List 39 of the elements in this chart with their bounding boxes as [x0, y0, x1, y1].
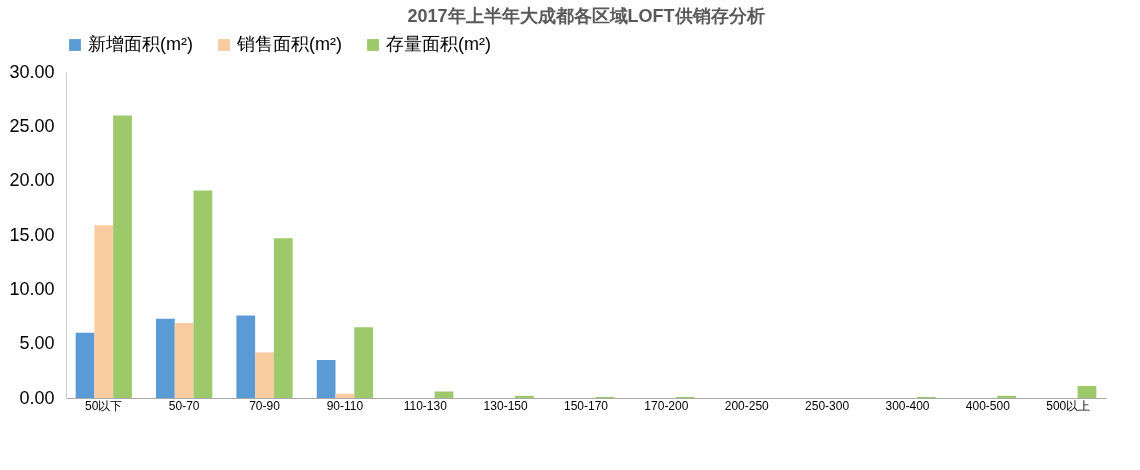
y-tick-label: 0.00	[19, 387, 55, 408]
bar	[94, 225, 114, 398]
bar	[273, 238, 293, 398]
chart-title: 2017年上半年大成都各区域LOFT供销存分析	[407, 6, 765, 26]
x-tick-label: 500以上	[1046, 398, 1091, 413]
x-tick-label: 300-400	[885, 398, 930, 413]
bar	[354, 327, 374, 398]
x-tick-label: 50-70	[168, 398, 200, 413]
legend-label: 存量面积(m²)	[386, 34, 491, 54]
x-tick-label: 150-170	[563, 398, 609, 413]
y-tick-label: 30.00	[9, 61, 55, 82]
bar	[1077, 386, 1097, 398]
x-tick-label: 400-500	[965, 398, 1011, 413]
bar	[997, 395, 1016, 398]
bar	[193, 190, 213, 398]
bar	[236, 315, 256, 398]
y-tick-label: 5.00	[19, 333, 55, 354]
bar	[255, 352, 274, 398]
y-tick-label: 25.00	[9, 115, 55, 136]
x-tick-label: 90-110	[326, 398, 364, 413]
bar	[434, 391, 454, 398]
y-tick-label: 10.00	[9, 278, 55, 299]
bar	[316, 359, 336, 398]
bar	[113, 115, 132, 398]
x-tick-label: 200-250	[724, 398, 770, 413]
bar	[515, 395, 534, 398]
x-tick-label: 130-150	[483, 398, 528, 413]
x-tick-label: 250-300	[805, 398, 850, 413]
x-tick-label: 70-90	[249, 398, 281, 413]
bar	[156, 318, 175, 398]
bar	[174, 323, 194, 398]
legend-label: 新增面积(m²)	[88, 34, 193, 54]
x-tick-label: 50以下	[85, 398, 123, 413]
x-tick-label: 170-200	[644, 398, 689, 413]
bar	[75, 332, 95, 398]
x-tick-label: 110-130	[403, 398, 448, 413]
y-tick-label: 20.00	[9, 170, 55, 191]
legend-label: 销售面积(m²)	[236, 34, 342, 54]
y-tick-label: 15.00	[9, 224, 55, 245]
